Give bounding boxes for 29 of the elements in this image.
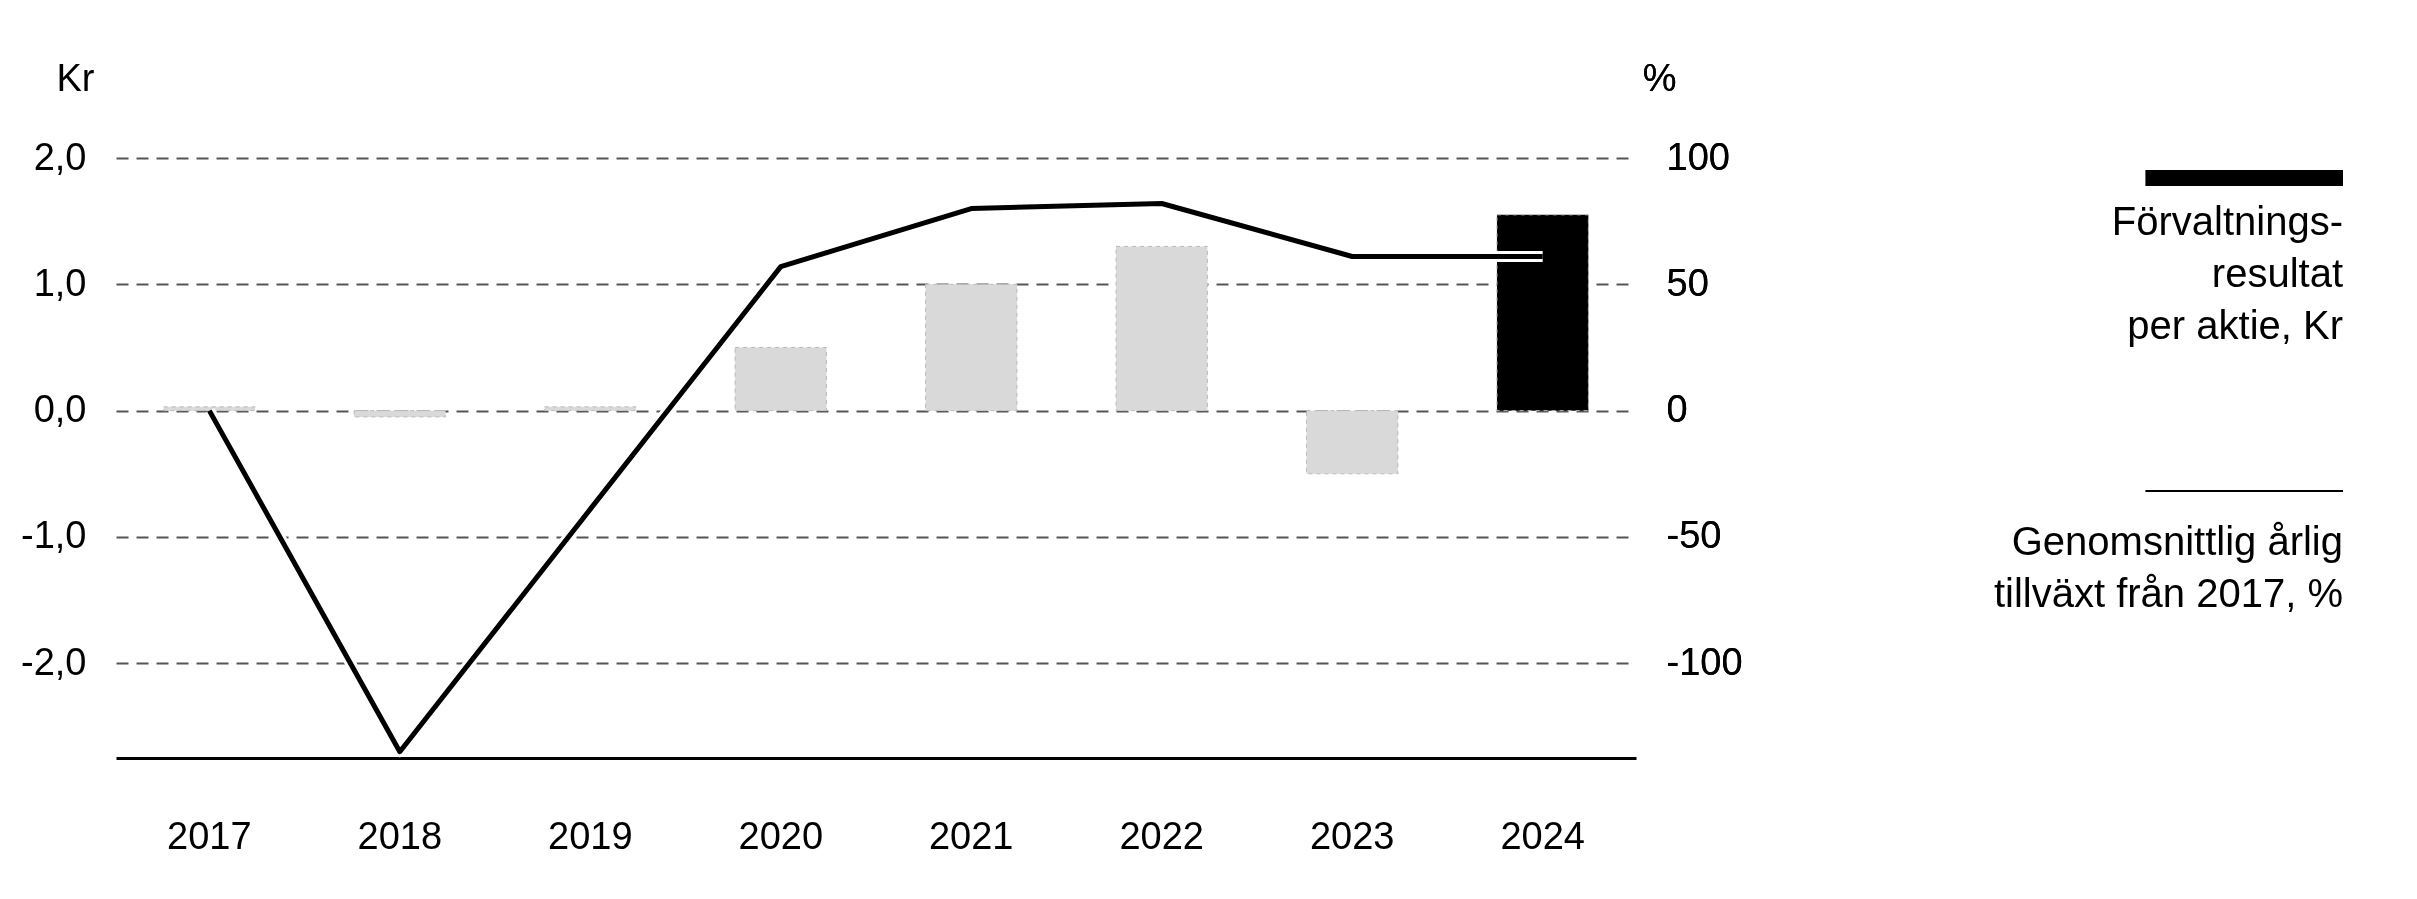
x-tick-label: 2022 [1119, 814, 1204, 857]
bar [925, 283, 1018, 412]
y2-tick-label: 100 [1666, 135, 1730, 178]
y2-tick-label: -100 [1666, 640, 1743, 683]
x-tick-label: 2024 [1500, 814, 1585, 857]
bar [734, 346, 827, 412]
x-tick-label: 2018 [357, 814, 443, 857]
x-tick-label: 2019 [548, 814, 633, 857]
y2-axis-title: % [1642, 56, 1677, 99]
y2-tick-label: 50 [1666, 261, 1709, 304]
bar [544, 406, 637, 412]
y-tick-label: -2,0 [21, 640, 87, 683]
bar [1305, 410, 1399, 475]
x-tick-label: 2020 [738, 814, 824, 857]
y-axis-title: Kr [56, 56, 95, 99]
x-tick-label: 2021 [928, 814, 1014, 857]
y-tick-label: 2,0 [33, 135, 87, 178]
x-tick-label: 2023 [1309, 814, 1395, 857]
y2-tick-label: 0 [1666, 388, 1688, 431]
bar [163, 406, 256, 412]
y2-tick-label: -50 [1666, 514, 1722, 557]
y-tick-label: -1,0 [21, 514, 87, 557]
legend-label: Genomsnittlig årlig tillväxt från 2017, % [1993, 519, 2343, 615]
y-tick-label: 1,0 [33, 261, 87, 304]
bar [1115, 245, 1208, 412]
bar [353, 410, 447, 418]
x-tick-label: 2017 [167, 814, 252, 857]
legend-label: Förvaltnings- resultat per aktie, Kr [2111, 199, 2343, 347]
y-tick-label: 0,0 [33, 388, 87, 431]
